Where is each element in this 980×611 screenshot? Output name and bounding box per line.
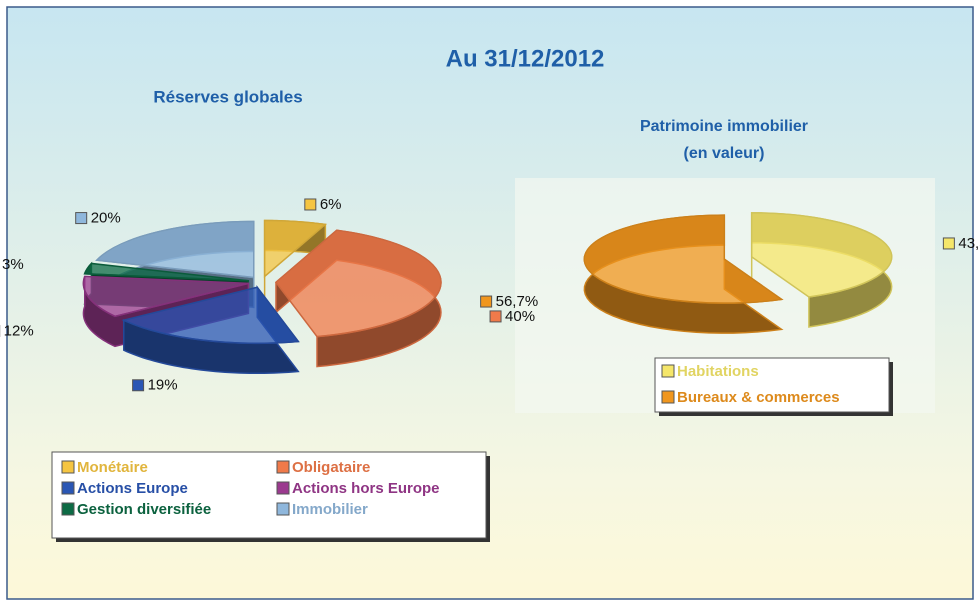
slice [83, 262, 249, 282]
slice [750, 212, 893, 298]
data-label: 6% [320, 196, 342, 213]
data-label: 40% [505, 308, 535, 325]
slice [82, 275, 249, 318]
slice [274, 229, 442, 338]
legend-swatch [661, 364, 675, 378]
legend-label: Gestion diversifiée [77, 501, 211, 518]
data-label: 56,7% [496, 293, 539, 310]
label-swatch [75, 212, 88, 225]
data-label: 20% [91, 210, 121, 227]
chart-title: Patrimoine immobilier [640, 118, 808, 135]
data-label: 19% [148, 377, 178, 394]
legend-label: Actions Europe [77, 480, 188, 497]
chart-title: Réserves globales [153, 87, 302, 106]
slice [263, 219, 328, 279]
legend-swatch [276, 481, 290, 495]
data-label: 12% [4, 322, 34, 339]
legend-label: Bureaux & commerces [677, 389, 840, 406]
legend [51, 451, 487, 539]
label-swatch [489, 310, 502, 323]
legend-swatch [61, 481, 75, 495]
legend-label: Habitations [677, 363, 759, 380]
label-swatch [304, 198, 317, 211]
legend-label: Obligataire [292, 459, 370, 476]
label-swatch [132, 379, 145, 392]
legend-swatch [276, 502, 290, 516]
label-swatch [942, 237, 955, 250]
legend-swatch [61, 502, 75, 516]
slice [95, 220, 255, 279]
legend-label: Monétaire [77, 459, 148, 476]
label-swatch [480, 295, 493, 308]
chart-subtitle: (en valeur) [684, 145, 765, 162]
data-label: 3% [2, 256, 24, 273]
legend-label: Immobilier [292, 501, 368, 518]
main-title: Au 31/12/2012 [446, 45, 605, 72]
legend-swatch [661, 390, 675, 404]
legend [654, 357, 890, 413]
slice [121, 286, 300, 345]
legend-swatch [61, 460, 75, 474]
data-label: 43,3% [958, 235, 980, 252]
legend-swatch [276, 460, 290, 474]
slice [583, 214, 784, 304]
legend-label: Actions hors Europe [292, 480, 440, 497]
